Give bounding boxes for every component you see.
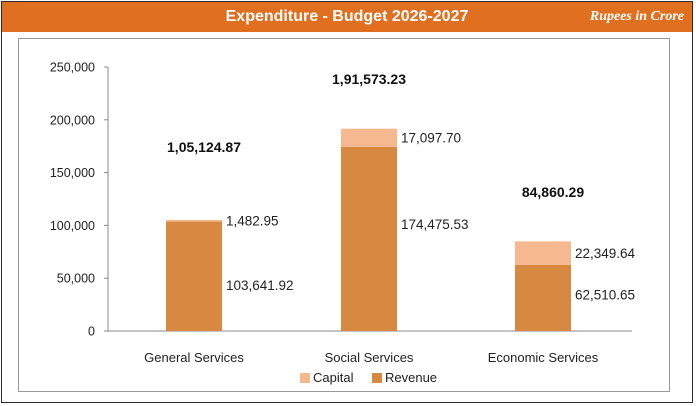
category-label: General Services <box>144 350 244 365</box>
revenue-value-label: 103,641.92 <box>226 278 294 293</box>
y-tick-label: 150,000 <box>50 166 95 180</box>
capital-value-label: 1,482.95 <box>226 214 279 229</box>
legend-swatch-capital <box>300 373 310 383</box>
category-label: Social Services <box>325 350 414 365</box>
bar-revenue-0 <box>166 221 222 331</box>
legend-label-revenue: Revenue <box>385 370 437 385</box>
bar-revenue-2 <box>515 264 571 331</box>
chart-title: Expenditure - Budget 2026-2027 <box>225 8 469 25</box>
y-tick-label: 200,000 <box>50 113 95 127</box>
legend-label-capital: Capital <box>313 370 354 385</box>
title-banner: Expenditure - Budget 2026-2027 Rupees in… <box>2 2 692 32</box>
capital-value-label: 17,097.70 <box>401 131 461 146</box>
legend-swatch-revenue <box>372 373 382 383</box>
bar-capital-2 <box>515 241 571 265</box>
category-label: Economic Services <box>488 350 599 365</box>
units-label: Rupees in Crore <box>589 9 684 24</box>
capital-value-label: 22,349.64 <box>575 246 636 261</box>
y-tick-label: 0 <box>88 325 95 339</box>
revenue-value-label: 62,510.65 <box>575 288 635 303</box>
plot-area-border <box>18 38 670 392</box>
bar-revenue-1 <box>341 146 397 331</box>
revenue-value-label: 174,475.53 <box>401 217 469 232</box>
total-value-label: 84,860.29 <box>522 184 584 200</box>
y-tick-label: 100,000 <box>50 219 95 233</box>
y-tick-label: 250,000 <box>50 61 95 75</box>
total-value-label: 1,91,573.23 <box>332 71 406 87</box>
bar-capital-1 <box>341 128 397 147</box>
y-tick-label: 50,000 <box>57 272 95 286</box>
total-value-label: 1,05,124.87 <box>167 139 241 155</box>
bar-capital-0 <box>166 219 222 222</box>
